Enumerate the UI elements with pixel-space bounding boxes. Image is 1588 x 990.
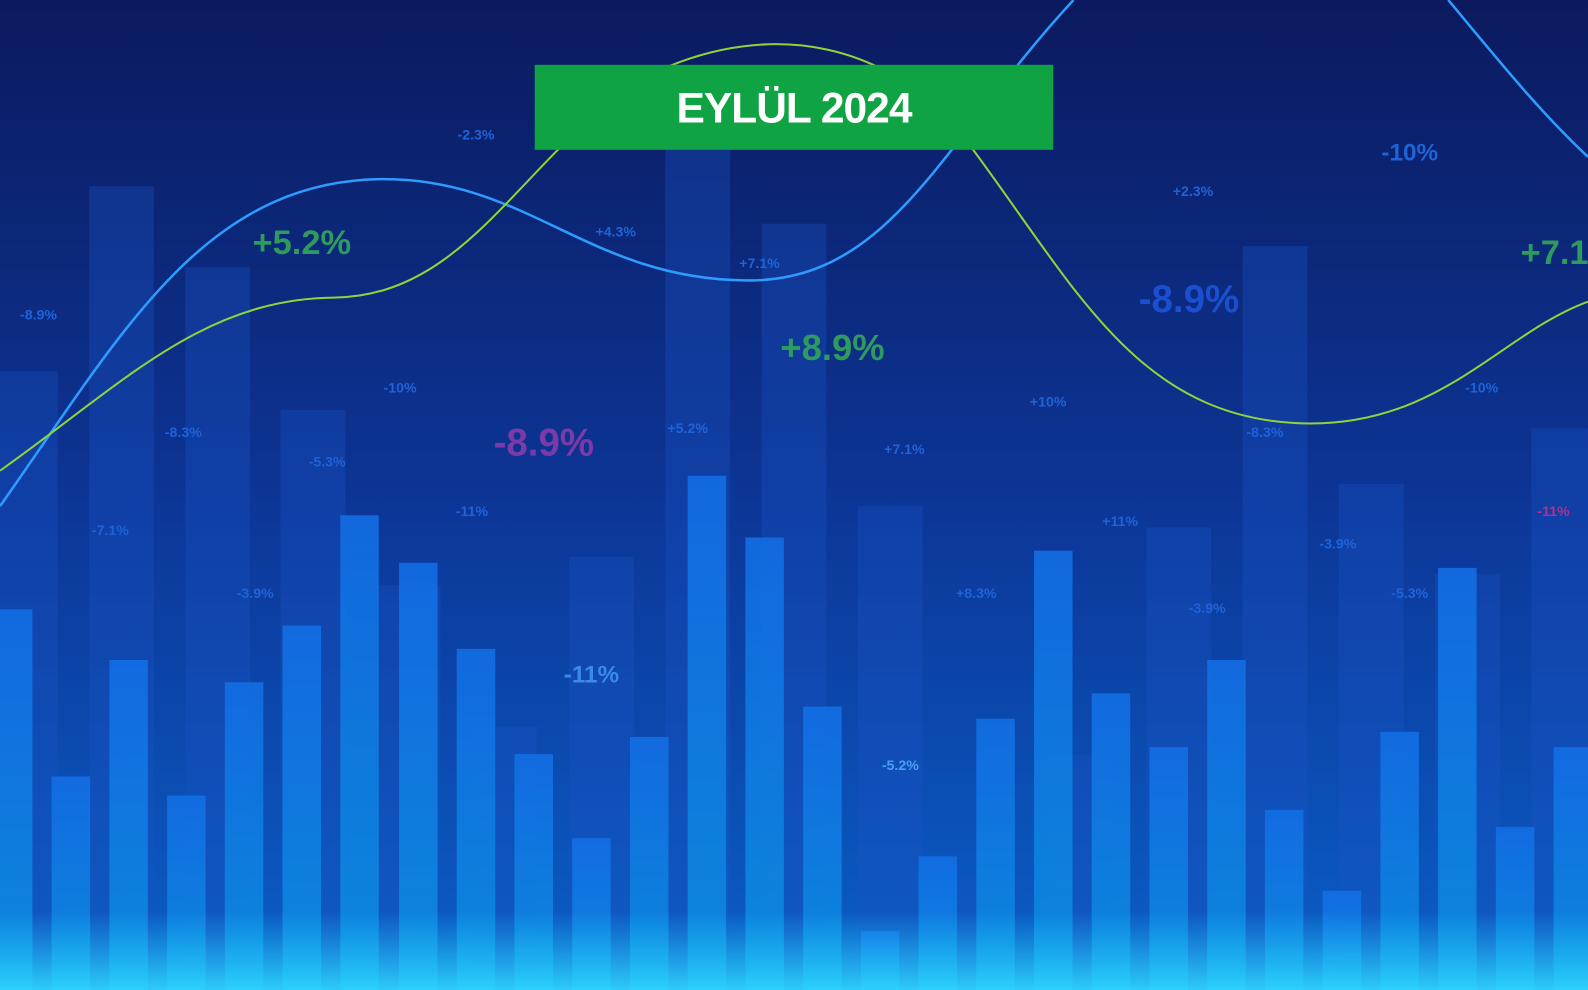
percent-label: +7.1% bbox=[884, 442, 925, 458]
percent-label: -8.3% bbox=[1246, 425, 1283, 441]
percent-label: -3.9% bbox=[237, 586, 274, 602]
percent-label: -11% bbox=[456, 504, 489, 520]
banner-title: EYLÜL 2024 bbox=[677, 86, 913, 133]
percent-label: +4.3% bbox=[595, 225, 636, 241]
percent-label: +10% bbox=[1030, 395, 1067, 411]
percent-label: -8.9% bbox=[494, 422, 595, 465]
percent-label: -5.3% bbox=[309, 454, 346, 470]
percent-label: +2.3% bbox=[1173, 184, 1214, 200]
percent-label: -10% bbox=[1381, 139, 1438, 166]
percent-label: +5.2% bbox=[253, 224, 352, 262]
percent-label: -11% bbox=[1537, 504, 1570, 520]
percent-label: -3.9% bbox=[1189, 601, 1226, 617]
percent-label: +11% bbox=[1102, 514, 1138, 530]
page: -8.9% +5.2% -2.3% +4.3% +7.1% -10% +2.3% +7.1 -8… bbox=[0, 0, 1588, 990]
percent-label: +7.1% bbox=[739, 256, 780, 272]
percent-label: +7.1 bbox=[1521, 234, 1588, 272]
percent-label: +8.3% bbox=[956, 586, 997, 602]
percent-label: +5.2% bbox=[667, 421, 708, 437]
percent-label: -10% bbox=[384, 380, 417, 396]
percent-label: -7.1% bbox=[92, 523, 129, 539]
percent-label: -11% bbox=[564, 662, 619, 689]
percent-label: -8.9% bbox=[1139, 278, 1240, 321]
percent-label: -8.9% bbox=[20, 308, 57, 324]
background-art: -8.9% +5.2% -2.3% +4.3% +7.1% -10% +2.3% +7.1 -8… bbox=[0, 0, 1588, 990]
bottom-glow bbox=[0, 911, 1588, 990]
percent-label: -10% bbox=[1465, 380, 1498, 396]
percent-label: -5.3% bbox=[1391, 586, 1428, 602]
percent-label: +8.9% bbox=[780, 327, 884, 368]
percent-label: -3.9% bbox=[1319, 536, 1356, 552]
percent-label: -8.3% bbox=[165, 425, 202, 441]
percent-label: -2.3% bbox=[457, 127, 494, 143]
percent-label: -5.2% bbox=[882, 758, 919, 774]
